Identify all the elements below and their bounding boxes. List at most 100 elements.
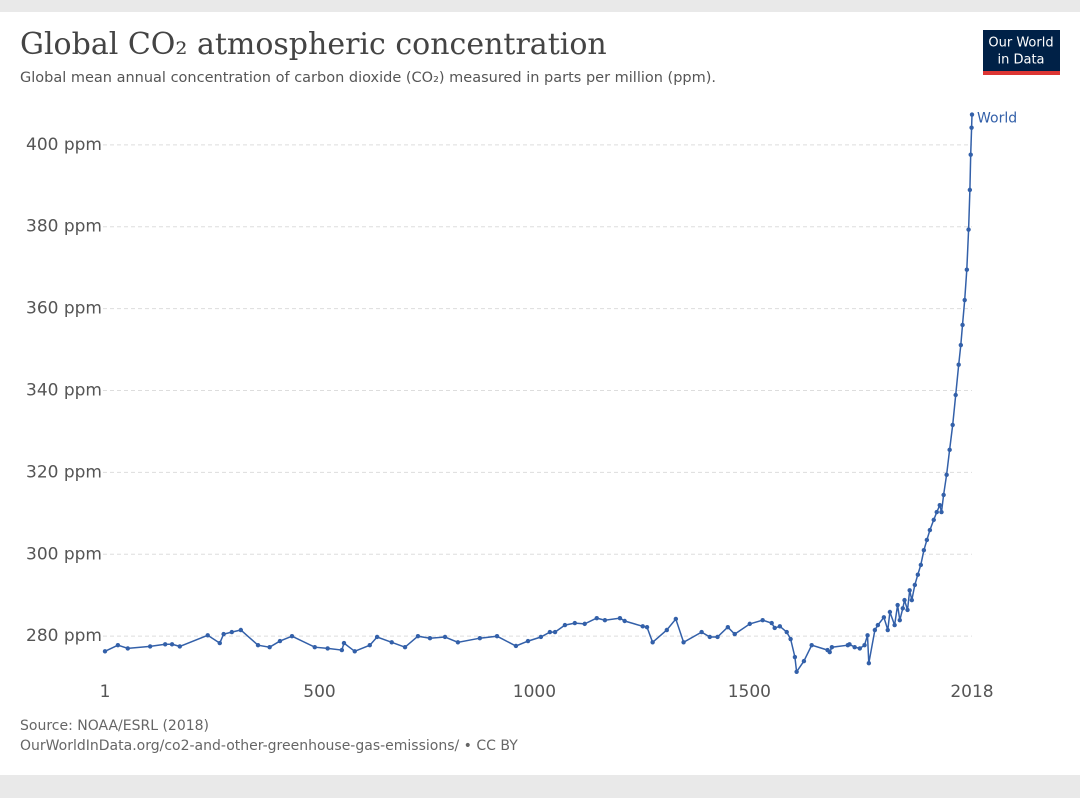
data-point — [829, 645, 835, 650]
source: Source: NOAA/ESRL (2018) — [20, 718, 209, 734]
data-point — [907, 588, 912, 593]
data-point — [968, 152, 973, 157]
y-tick-label: 400 ppm — [26, 135, 102, 155]
data-point — [950, 422, 955, 428]
data-point — [875, 622, 881, 628]
data-point — [927, 527, 933, 533]
data-point — [325, 646, 330, 651]
data-point — [267, 645, 272, 650]
data-point — [788, 636, 793, 642]
y-tick-label: 320 ppm — [26, 462, 102, 482]
series-label: World — [977, 111, 1017, 127]
data-point — [650, 640, 655, 645]
data-point — [238, 627, 244, 633]
data-point — [681, 640, 686, 645]
data-point — [962, 297, 967, 303]
data-point — [289, 633, 295, 639]
data-point — [147, 644, 153, 649]
data-point — [169, 642, 175, 647]
data-point — [944, 472, 949, 478]
data-point — [857, 646, 863, 651]
data-point — [895, 602, 900, 608]
data-point — [572, 620, 578, 626]
data-point — [352, 649, 357, 654]
x-tick-label: 1500 — [728, 682, 771, 702]
data-point — [494, 633, 500, 639]
data-point — [562, 622, 568, 628]
data-point — [872, 627, 878, 633]
data-point — [229, 629, 235, 635]
data-point — [862, 642, 867, 648]
data-point — [427, 635, 433, 641]
logo — [983, 30, 1060, 75]
data-point — [801, 658, 807, 664]
data-point — [339, 647, 345, 653]
data-point — [966, 227, 971, 232]
data-point — [552, 629, 558, 635]
data-point — [125, 646, 130, 651]
data-point — [367, 642, 372, 648]
chart-subtitle: Global mean annual concentration of carb… — [20, 70, 716, 86]
data-point — [547, 629, 553, 635]
data-point — [892, 622, 897, 628]
data-point — [969, 125, 974, 130]
data-point — [866, 660, 872, 666]
data-point — [341, 640, 347, 646]
data-point — [102, 649, 108, 654]
data-point — [205, 633, 210, 638]
data-point — [772, 625, 777, 631]
data-point — [594, 615, 599, 621]
data-point — [956, 362, 961, 367]
data-point — [769, 620, 774, 626]
data-point — [931, 517, 936, 523]
logo-text: in Data — [997, 53, 1044, 68]
data-point — [699, 629, 704, 635]
data-point — [162, 642, 168, 647]
data-point — [389, 640, 394, 645]
y-tick-label: 360 ppm — [26, 299, 102, 319]
data-point — [909, 597, 915, 603]
data-point — [827, 649, 832, 655]
x-tick-label: 1 — [100, 682, 111, 702]
data-point — [947, 447, 952, 453]
source-url: OurWorldInData.org/co2-and-other-greenho… — [20, 738, 518, 754]
data-point — [415, 633, 421, 639]
data-point — [622, 618, 627, 624]
x-tick-label: 500 — [303, 682, 335, 702]
data-point — [525, 638, 531, 644]
data-point — [725, 624, 731, 630]
data-point — [664, 627, 670, 633]
data-point — [897, 617, 902, 623]
data-point — [707, 634, 712, 640]
chart-title: Global CO₂ atmospheric concentration — [20, 27, 607, 62]
data-point — [794, 669, 799, 674]
data-point — [217, 640, 222, 646]
data-point — [852, 645, 857, 650]
data-point — [115, 642, 121, 648]
data-point — [881, 615, 887, 620]
data-point — [912, 582, 918, 588]
data-point — [673, 616, 679, 622]
data-point — [934, 509, 939, 515]
data-point — [747, 621, 752, 627]
data-point — [513, 643, 519, 649]
data-point — [960, 322, 965, 328]
data-point — [958, 342, 964, 348]
data-point — [177, 644, 182, 649]
data-point — [477, 635, 483, 641]
data-point — [221, 631, 226, 637]
data-point — [538, 634, 544, 640]
data-point — [918, 562, 924, 568]
data-point — [312, 645, 317, 650]
data-point — [640, 624, 645, 629]
data-point — [792, 654, 798, 660]
x-tick-label: 1000 — [513, 682, 556, 702]
data-point — [255, 642, 261, 648]
data-point — [921, 547, 927, 553]
data-point — [455, 640, 461, 645]
card — [0, 12, 1080, 775]
data-point — [784, 629, 789, 635]
data-point — [939, 509, 944, 515]
